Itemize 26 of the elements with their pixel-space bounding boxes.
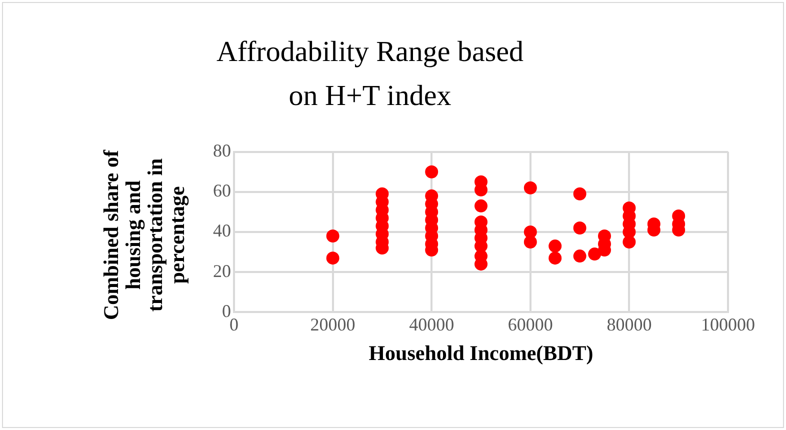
x-tick-label: 100000: [701, 314, 755, 335]
y-tick-label: 80: [213, 140, 231, 161]
chart-title: Affrodability Range based on H+T index: [215, 35, 525, 114]
x-tick-label: 20000: [310, 314, 356, 335]
point: [548, 240, 562, 253]
point: [573, 250, 586, 263]
y-tick-label: 20: [213, 260, 231, 281]
x-tick-label: 40000: [409, 314, 454, 335]
point: [573, 187, 586, 200]
point: [622, 236, 636, 249]
x-tick-label: 80000: [606, 314, 652, 335]
x-tick-label: 60000: [508, 314, 553, 335]
y-tick-label: 40: [213, 220, 231, 241]
point: [474, 199, 488, 212]
y-axis-title: Combined share of housing and transportation in percentage: [99, 148, 190, 322]
point: [425, 165, 438, 178]
x-axis-title: Household Income(BDT): [368, 340, 594, 365]
point: [548, 252, 562, 265]
point: [588, 248, 602, 261]
point: [573, 221, 586, 234]
point: [326, 230, 340, 243]
point: [524, 236, 537, 249]
point: [326, 252, 340, 265]
y-tick-label: 60: [213, 180, 231, 201]
y-tick-label: 0: [222, 300, 231, 321]
point: [524, 181, 537, 194]
